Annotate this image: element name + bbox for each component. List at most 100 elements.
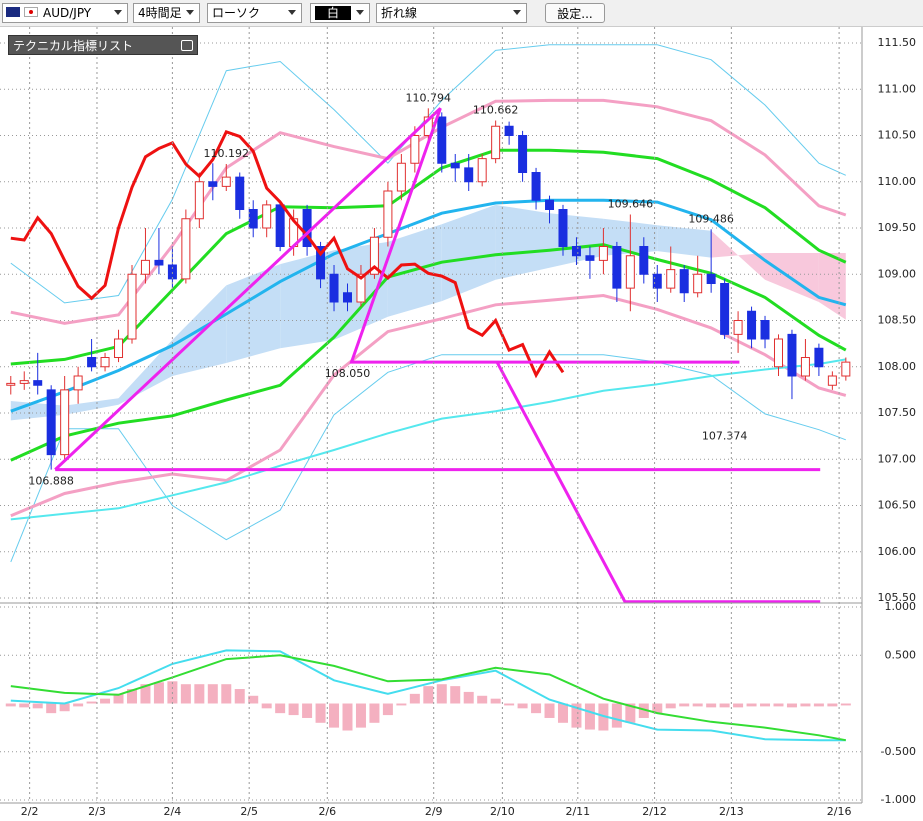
x-tick-label: 2/11: [565, 805, 590, 818]
candle-body: [19, 380, 29, 384]
candle-body: [342, 292, 352, 303]
indicator-line: [10, 293, 847, 518]
histogram-bar: [665, 703, 676, 709]
candle-body: [100, 357, 110, 368]
candle-body: [316, 246, 326, 280]
histogram-bar: [706, 703, 717, 708]
cloud: [226, 264, 281, 363]
candle-body: [114, 338, 124, 358]
line-type-input[interactable]: 折れ線: [376, 3, 527, 23]
candle-body: [504, 125, 514, 136]
candle-body: [760, 320, 770, 340]
color: 白: [315, 6, 352, 20]
histogram-bar: [140, 684, 151, 704]
y-tick-label: 109.50: [878, 221, 917, 234]
x-tick-label: 2/6: [318, 805, 336, 818]
flag-jp: [24, 7, 38, 17]
x-tick-label: 2/9: [425, 805, 443, 818]
histogram-bar: [302, 703, 313, 718]
histogram-bar: [32, 703, 43, 709]
histogram-bar: [329, 703, 340, 728]
symbol-select[interactable]: AUD/JPY: [2, 3, 128, 23]
histogram-bar: [275, 703, 286, 714]
histogram-bar: [46, 703, 57, 714]
histogram-bar: [113, 693, 124, 704]
settings-button[interactable]: 設定...: [545, 3, 605, 23]
histogram-bar: [490, 698, 501, 704]
price-annotation: 110.192: [204, 147, 250, 160]
candle-body: [666, 269, 676, 289]
candle-body: [571, 246, 581, 257]
histogram-bar: [733, 703, 744, 708]
candle-body: [464, 167, 474, 183]
x-tick-label: 2/10: [490, 805, 515, 818]
indicator-line: [10, 44, 847, 304]
histogram-bar: [760, 703, 771, 707]
candle-body: [531, 172, 541, 201]
histogram-bar: [827, 703, 838, 707]
timeframe-select[interactable]: 4時間足: [133, 3, 200, 23]
panel-toggle[interactable]: [181, 40, 193, 51]
histogram-bar: [800, 703, 811, 707]
histogram-bar: [342, 703, 353, 731]
candle-body: [60, 389, 70, 456]
histogram-bar: [692, 703, 703, 707]
color-select[interactable]: 白: [310, 3, 370, 23]
candle-body: [423, 116, 433, 136]
histogram-bar: [86, 701, 97, 704]
cloud: [64, 398, 119, 415]
style-select[interactable]: ローソク: [207, 3, 302, 23]
candle-body: [612, 246, 622, 289]
y-tick-label: -0.500: [881, 745, 916, 758]
histogram-bar: [450, 686, 461, 704]
candle-body: [706, 273, 716, 284]
candle-body: [800, 357, 810, 377]
y-tick-label: 0.500: [885, 648, 917, 661]
candle-body: [127, 273, 137, 340]
histogram-bar: [382, 703, 393, 716]
histogram-bar: [544, 703, 555, 718]
candle-body: [221, 176, 231, 187]
price-annotation: 107.374: [702, 430, 748, 443]
candle-body: [181, 218, 191, 280]
histogram-bar: [73, 703, 84, 707]
candle-body: [356, 273, 366, 303]
lagging-line: [10, 129, 565, 379]
candle-body: [383, 190, 393, 238]
histogram-bar: [248, 695, 259, 704]
trend-drawing: [495, 361, 821, 603]
candle-body: [679, 269, 689, 294]
macd-pane: [0, 606, 862, 801]
indicator-line: [10, 198, 847, 413]
histogram-bar: [194, 684, 205, 704]
y-tick-label: 105.50: [878, 591, 917, 604]
candle-body: [625, 255, 635, 289]
y-tick-label: 107.50: [878, 406, 917, 419]
cloud: [118, 339, 173, 405]
candle-body: [477, 158, 487, 183]
price-annotation: 110.794: [406, 91, 452, 104]
cloud: [441, 204, 496, 302]
candle-body: [545, 199, 555, 210]
indicator-panel[interactable]: テクニカル指標リスト: [8, 35, 198, 55]
candle-body: [814, 347, 824, 368]
candle-body: [827, 375, 837, 386]
candle-body: [329, 273, 339, 303]
y-tick-label: 110.50: [878, 129, 917, 142]
cloud: [10, 401, 65, 421]
y-tick-label: 1.000: [885, 600, 917, 613]
candle-body: [491, 125, 501, 160]
histogram-bar: [638, 703, 649, 718]
candle-body: [235, 176, 245, 210]
y-tick-label: 111.50: [878, 36, 917, 49]
histogram-bar: [19, 703, 30, 708]
histogram-bar: [652, 703, 663, 714]
cloud: [657, 225, 712, 258]
toolbar: AUD/JPY 4時間足 ローソク 白 折れ線 設定...: [0, 0, 923, 27]
histogram-bar: [531, 703, 542, 714]
cloud: [711, 230, 765, 280]
x-tick-label: 2/4: [164, 805, 182, 818]
candle-body: [652, 273, 662, 289]
x-tick-label: 2/3: [88, 805, 106, 818]
candle-body: [33, 380, 43, 386]
